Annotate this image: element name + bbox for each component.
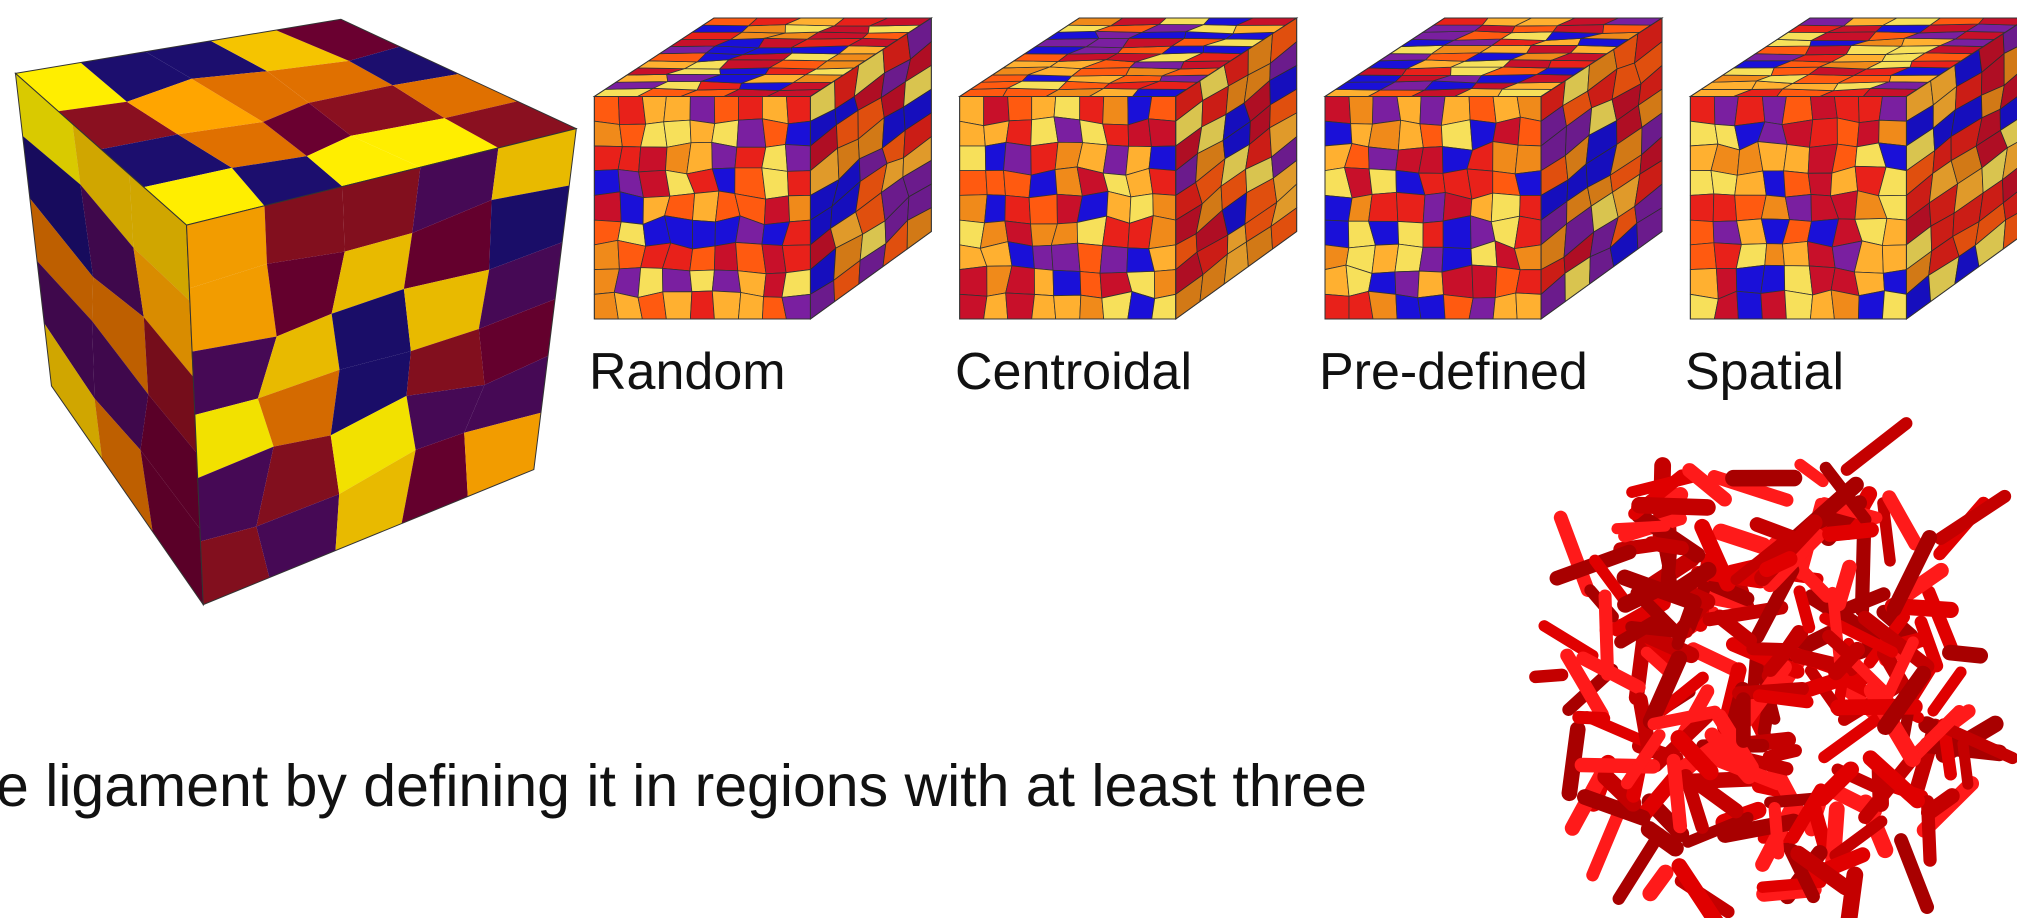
ligament — [1883, 503, 1890, 561]
ligament — [1679, 866, 1720, 918]
ligament — [1651, 543, 1682, 548]
ligament — [1839, 567, 1850, 604]
ligament — [1605, 596, 1608, 674]
ligament — [1650, 873, 1665, 894]
ligament — [1775, 808, 1779, 853]
ligament-network — [1535, 423, 2012, 918]
small-cube — [1325, 18, 1662, 319]
large-cube — [15, 19, 576, 604]
ligament — [1847, 423, 1906, 469]
small-cube — [594, 18, 931, 319]
ligament — [1889, 497, 1915, 543]
figure-label: Centroidal — [955, 343, 1192, 401]
slide: Random Centroidal Pre-defined Spatial e … — [0, 0, 2017, 918]
ligament — [1770, 799, 1812, 803]
small-cube — [1690, 18, 2017, 319]
ligament — [1928, 802, 1930, 860]
ligament — [1769, 751, 1795, 757]
ligament — [1678, 608, 1691, 644]
ligament — [1674, 761, 1681, 827]
small-cube — [960, 18, 1297, 319]
caption-text: e ligament by defining it in regions wit… — [0, 753, 1367, 819]
figure-label: Pre-defined — [1319, 343, 1588, 401]
ligament — [1767, 559, 1790, 570]
ligament — [1640, 505, 1708, 507]
figure-label: Random — [589, 343, 786, 401]
ligament — [1617, 526, 1665, 529]
page: Random Centroidal Pre-defined Spatial e … — [0, 0, 2017, 918]
ligament — [1830, 530, 1871, 534]
ligament — [1963, 744, 1968, 784]
ligament — [1759, 696, 1807, 702]
ligament — [1721, 532, 1763, 546]
ligament — [1664, 548, 1672, 587]
ligament — [1579, 717, 1604, 718]
ligament — [1941, 496, 2005, 538]
ligament — [1535, 675, 1562, 677]
ligament — [1933, 672, 1961, 711]
figure-label: Spatial — [1685, 343, 1844, 401]
ligament — [1950, 653, 1980, 656]
ligament — [1844, 594, 1884, 610]
ligament — [1800, 465, 1823, 482]
